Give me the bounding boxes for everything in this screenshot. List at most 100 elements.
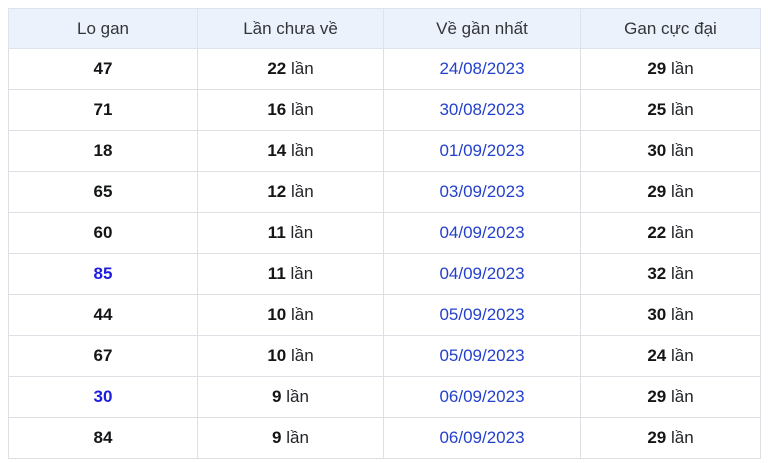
missed-count-unit: lần bbox=[290, 182, 314, 201]
last-date-link[interactable]: 06/09/2023 bbox=[439, 387, 525, 406]
cell-last-date: 04/09/2023 bbox=[383, 212, 581, 254]
missed-count-value: 9 bbox=[272, 387, 282, 406]
cell-lo-gan-number: 71 bbox=[8, 89, 198, 131]
last-date-link[interactable]: 06/09/2023 bbox=[439, 428, 525, 447]
max-gap-value: 32 bbox=[647, 264, 667, 283]
cell-last-date: 03/09/2023 bbox=[383, 171, 581, 213]
lo-gan-number: 44 bbox=[93, 305, 113, 324]
missed-count-value: 12 bbox=[267, 182, 287, 201]
max-gap-value: 29 bbox=[647, 182, 667, 201]
cell-last-date: 04/09/2023 bbox=[383, 253, 581, 295]
last-date-link[interactable]: 01/09/2023 bbox=[439, 141, 525, 160]
lo-gan-number: 65 bbox=[93, 182, 113, 201]
table-row: 60 11 lần 04/09/2023 22 lần bbox=[8, 212, 761, 254]
last-date-link[interactable]: 30/08/2023 bbox=[439, 100, 525, 119]
max-gap-unit: lần bbox=[670, 100, 694, 119]
cell-missed-count: 10 lần bbox=[197, 335, 384, 377]
cell-max-gap: 29 lần bbox=[580, 417, 761, 459]
cell-last-date: 24/08/2023 bbox=[383, 48, 581, 90]
cell-max-gap: 30 lần bbox=[580, 294, 761, 336]
cell-max-gap: 29 lần bbox=[580, 171, 761, 213]
max-gap-value: 24 bbox=[647, 346, 667, 365]
lo-gan-number[interactable]: 30 bbox=[93, 387, 113, 406]
cell-max-gap: 30 lần bbox=[580, 130, 761, 172]
cell-missed-count: 14 lần bbox=[197, 130, 384, 172]
missed-count-value: 11 bbox=[267, 264, 286, 283]
missed-count-unit: lần bbox=[290, 346, 314, 365]
lo-gan-number[interactable]: 85 bbox=[93, 264, 113, 283]
table-row: 84 9 lần 06/09/2023 29 lần bbox=[8, 417, 761, 459]
cell-missed-count: 9 lần bbox=[197, 376, 384, 418]
missed-count-unit: lần bbox=[286, 428, 309, 447]
max-gap-unit: lần bbox=[670, 264, 694, 283]
lo-gan-number: 71 bbox=[93, 100, 113, 119]
missed-count-unit: lần bbox=[290, 305, 314, 324]
cell-last-date: 05/09/2023 bbox=[383, 294, 581, 336]
max-gap-unit: lần bbox=[670, 223, 694, 242]
cell-missed-count: 22 lần bbox=[197, 48, 384, 90]
cell-last-date: 05/09/2023 bbox=[383, 335, 581, 377]
missed-count-value: 11 bbox=[267, 223, 286, 242]
missed-count-value: 14 bbox=[267, 141, 287, 160]
max-gap-value: 25 bbox=[647, 100, 667, 119]
lo-gan-number: 18 bbox=[93, 141, 113, 160]
cell-max-gap: 29 lần bbox=[580, 376, 761, 418]
max-gap-unit: lần bbox=[670, 182, 694, 201]
table-row: 44 10 lần 05/09/2023 30 lần bbox=[8, 294, 761, 336]
max-gap-value: 30 bbox=[647, 141, 667, 160]
last-date-link[interactable]: 05/09/2023 bbox=[439, 305, 525, 324]
cell-last-date: 01/09/2023 bbox=[383, 130, 581, 172]
header-ve-gan-nhat: Về gần nhất bbox=[383, 8, 581, 49]
max-gap-unit: lần bbox=[670, 428, 694, 447]
header-lo-gan: Lo gan bbox=[8, 8, 198, 49]
cell-lo-gan-number: 67 bbox=[8, 335, 198, 377]
cell-missed-count: 16 lần bbox=[197, 89, 384, 131]
missed-count-unit: lần bbox=[290, 100, 314, 119]
last-date-link[interactable]: 24/08/2023 bbox=[439, 59, 525, 78]
max-gap-value: 29 bbox=[647, 59, 667, 78]
cell-max-gap: 22 lần bbox=[580, 212, 761, 254]
table-row: 67 10 lần 05/09/2023 24 lần bbox=[8, 335, 761, 377]
max-gap-unit: lần bbox=[670, 387, 694, 406]
missed-count-unit: lần bbox=[290, 59, 314, 78]
lo-gan-number: 84 bbox=[93, 428, 113, 447]
cell-max-gap: 24 lần bbox=[580, 335, 761, 377]
last-date-link[interactable]: 05/09/2023 bbox=[439, 346, 525, 365]
lo-gan-number: 60 bbox=[93, 223, 113, 242]
missed-count-unit: lần bbox=[286, 387, 309, 406]
lo-gan-number: 67 bbox=[93, 346, 113, 365]
max-gap-value: 22 bbox=[647, 223, 667, 242]
last-date-link[interactable]: 03/09/2023 bbox=[439, 182, 525, 201]
cell-lo-gan-number: 85 bbox=[8, 253, 198, 295]
cell-lo-gan-number: 30 bbox=[8, 376, 198, 418]
cell-lo-gan-number: 60 bbox=[8, 212, 198, 254]
missed-count-unit: lần bbox=[290, 141, 314, 160]
cell-lo-gan-number: 84 bbox=[8, 417, 198, 459]
cell-missed-count: 11 lần bbox=[197, 212, 384, 254]
last-date-link[interactable]: 04/09/2023 bbox=[439, 223, 525, 242]
lo-gan-number: 47 bbox=[93, 59, 113, 78]
missed-count-value: 16 bbox=[267, 100, 287, 119]
table-row: 47 22 lần 24/08/2023 29 lần bbox=[8, 48, 761, 90]
max-gap-value: 30 bbox=[647, 305, 667, 324]
max-gap-unit: lần bbox=[670, 141, 694, 160]
table-row: 18 14 lần 01/09/2023 30 lần bbox=[8, 130, 761, 172]
header-lan-chua-ve: Lần chưa về bbox=[197, 8, 384, 49]
table-row: 85 11 lần 04/09/2023 32 lần bbox=[8, 253, 761, 295]
max-gap-value: 29 bbox=[647, 387, 667, 406]
table-row: 30 9 lần 06/09/2023 29 lần bbox=[8, 376, 761, 418]
cell-max-gap: 32 lần bbox=[580, 253, 761, 295]
table-header-row: Lo gan Lần chưa về Về gần nhất Gan cực đ… bbox=[8, 8, 761, 49]
cell-missed-count: 11 lần bbox=[197, 253, 384, 295]
cell-last-date: 30/08/2023 bbox=[383, 89, 581, 131]
cell-max-gap: 25 lần bbox=[580, 89, 761, 131]
missed-count-unit: lần bbox=[290, 223, 314, 242]
missed-count-unit: lần bbox=[290, 264, 314, 283]
last-date-link[interactable]: 04/09/2023 bbox=[439, 264, 525, 283]
lo-gan-table: Lo gan Lần chưa về Về gần nhất Gan cực đ… bbox=[8, 8, 761, 459]
table-row: 71 16 lần 30/08/2023 25 lần bbox=[8, 89, 761, 131]
table-row: 65 12 lần 03/09/2023 29 lần bbox=[8, 171, 761, 213]
cell-last-date: 06/09/2023 bbox=[383, 417, 581, 459]
cell-lo-gan-number: 65 bbox=[8, 171, 198, 213]
